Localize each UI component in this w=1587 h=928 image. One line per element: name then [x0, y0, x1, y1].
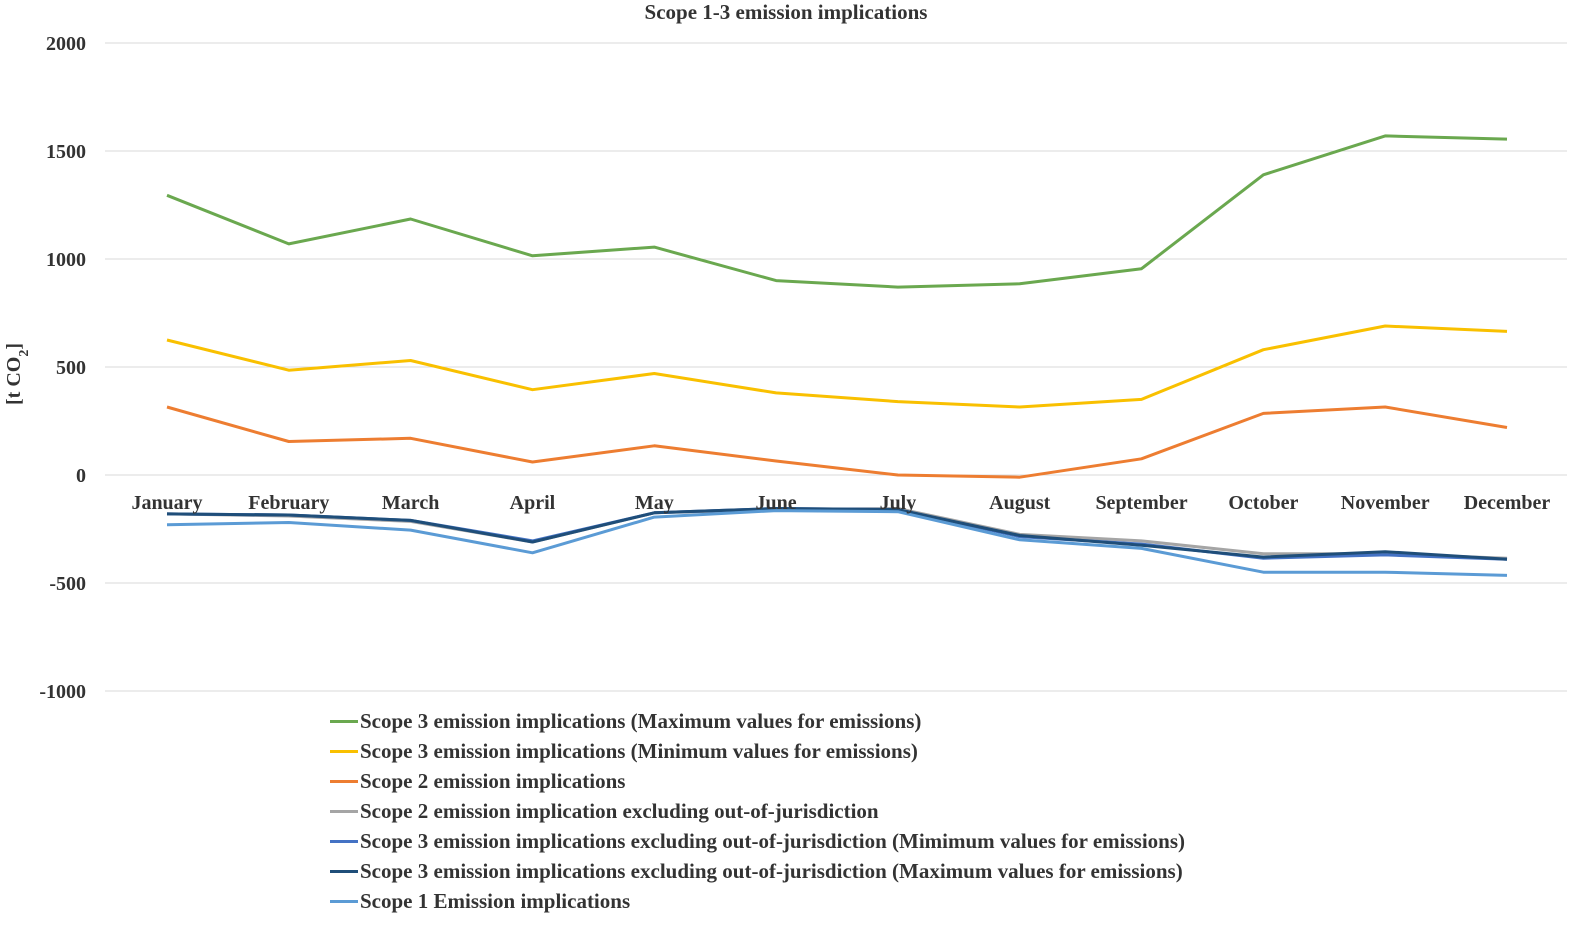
legend-item: Scope 3 emission implications (Maximum v… [330, 706, 1430, 736]
x-tick-label: September [1095, 492, 1187, 514]
legend-label: Scope 2 emission implications [360, 768, 626, 793]
x-axis-ticks: January February March April May June July Augu… [131, 492, 1550, 514]
series-line-4 [166, 507, 1508, 561]
legend-item: Scope 1 Emission implications [330, 886, 1430, 916]
legend-swatch [330, 899, 358, 903]
legend-label: Scope 3 emission implications excluding … [360, 828, 1186, 853]
y-tick-label: -1000 [39, 681, 86, 703]
x-tick-label: February [248, 492, 329, 514]
gridlines [105, 42, 1567, 692]
series-line-0 [166, 134, 1508, 289]
legend-item: Scope 2 emission implication excluding o… [330, 796, 1430, 826]
y-tick-label: 500 [56, 357, 86, 379]
x-tick-label: June [756, 492, 797, 514]
y-axis-label-main: [t CO [3, 357, 25, 405]
legend-label: Scope 3 emission implications (Minimum v… [360, 738, 918, 763]
legend-swatch [330, 719, 358, 723]
legend-label: Scope 1 Emission implications [360, 888, 631, 913]
legend-item: Scope 2 emission implications [330, 766, 1430, 796]
legend-item: Scope 3 emission implications excluding … [330, 826, 1430, 856]
legend-label: Scope 3 emission implications (Maximum v… [360, 708, 922, 733]
legend-item: Scope 3 emission implications (Minimum v… [330, 736, 1430, 766]
x-tick-label: January [131, 492, 202, 514]
legend-item: Scope 3 emission implications excluding … [330, 856, 1430, 886]
y-axis-label-suffix: ] [3, 343, 25, 350]
legend-swatch [330, 839, 358, 843]
x-tick-label: August [989, 492, 1050, 514]
legend: Scope 3 emission implications (Maximum v… [330, 706, 1430, 916]
y-tick-label: 1000 [46, 249, 86, 271]
series-line-5 [166, 507, 1508, 561]
x-tick-label: December [1464, 492, 1551, 514]
y-tick-label: 0 [76, 465, 86, 487]
series-lines [166, 134, 1508, 577]
x-tick-label: October [1228, 492, 1298, 514]
series-line-2 [166, 405, 1508, 479]
x-tick-label: July [880, 492, 917, 514]
series-line-6 [166, 509, 1508, 577]
y-axis-ticks: 2000 1500 1000 500 0 -500 -1000 [39, 33, 86, 703]
y-tick-label: -500 [49, 573, 86, 595]
legend-swatch [330, 749, 358, 753]
legend-swatch [330, 809, 358, 813]
x-tick-label: April [510, 492, 556, 514]
x-tick-label: March [382, 492, 439, 514]
x-tick-label: May [635, 492, 674, 514]
legend-swatch [330, 779, 358, 783]
legend-label: Scope 3 emission implications excluding … [360, 858, 1183, 883]
y-tick-label: 2000 [46, 33, 86, 55]
chart-title: Scope 1-3 emission implications [645, 0, 928, 24]
y-axis-label: [t CO2] [3, 343, 32, 405]
legend-swatch [330, 869, 358, 873]
x-tick-label: November [1341, 492, 1430, 514]
series-line-3 [166, 507, 1508, 560]
y-axis-label-subscript: 2 [17, 350, 32, 357]
legend-label: Scope 2 emission implication excluding o… [360, 798, 879, 823]
series-line-1 [166, 324, 1508, 409]
y-tick-label: 1500 [46, 141, 86, 163]
